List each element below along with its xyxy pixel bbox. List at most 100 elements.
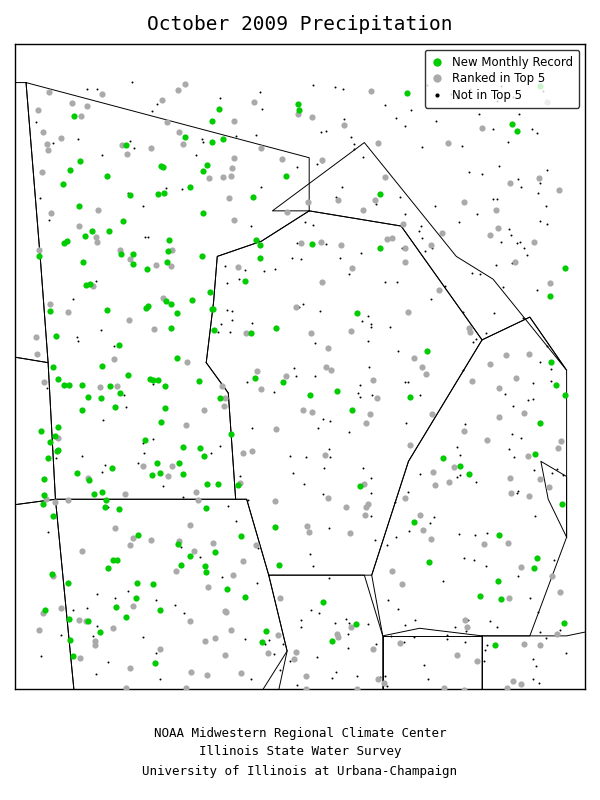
Point xyxy=(371,198,381,210)
Point xyxy=(474,724,484,737)
Point xyxy=(336,774,346,786)
Point xyxy=(516,431,526,444)
Point xyxy=(31,115,41,128)
Point xyxy=(128,600,137,613)
Point xyxy=(189,545,199,558)
Point xyxy=(428,768,437,781)
Point xyxy=(378,798,388,800)
Point xyxy=(233,478,242,491)
Point xyxy=(153,187,163,200)
Point xyxy=(160,401,169,414)
Point xyxy=(215,439,225,452)
Point xyxy=(101,786,111,799)
Point xyxy=(229,114,238,127)
Point xyxy=(287,251,296,264)
Point xyxy=(365,784,375,797)
Point xyxy=(92,230,101,243)
Point xyxy=(541,632,551,645)
Point xyxy=(435,685,445,698)
Point xyxy=(547,570,557,582)
Point xyxy=(125,134,135,147)
Point xyxy=(281,170,290,182)
Point xyxy=(460,551,469,564)
Point xyxy=(481,559,491,572)
Point xyxy=(66,787,76,800)
Point xyxy=(451,621,460,634)
Point xyxy=(221,605,230,618)
Point xyxy=(460,425,469,438)
Point xyxy=(300,216,310,229)
Point xyxy=(107,462,116,474)
Point xyxy=(547,362,556,375)
Point xyxy=(434,750,444,763)
Point xyxy=(532,551,542,564)
Point xyxy=(318,413,328,426)
Point xyxy=(293,160,302,173)
Point xyxy=(127,76,137,89)
Point xyxy=(356,479,365,492)
Point xyxy=(446,87,456,100)
Point xyxy=(171,786,181,798)
Point xyxy=(204,172,214,185)
Point xyxy=(359,798,369,800)
Point xyxy=(509,400,518,413)
Point xyxy=(201,566,211,578)
Point xyxy=(211,631,220,644)
Point xyxy=(257,383,266,396)
Point xyxy=(316,760,326,773)
Point xyxy=(332,666,341,678)
Point xyxy=(48,570,58,582)
Point xyxy=(283,206,292,218)
Point xyxy=(535,356,545,369)
Point xyxy=(299,478,309,490)
Point xyxy=(250,372,259,385)
Point xyxy=(431,745,441,758)
Point xyxy=(128,248,137,261)
Point xyxy=(367,689,376,702)
Point xyxy=(127,716,137,729)
Point xyxy=(155,466,164,479)
Point xyxy=(511,372,521,385)
Point xyxy=(45,305,55,318)
Point xyxy=(355,390,364,403)
Point xyxy=(82,279,91,292)
Point xyxy=(209,324,218,337)
Point xyxy=(251,234,261,247)
Point xyxy=(393,345,403,358)
Point xyxy=(359,478,369,490)
Point xyxy=(95,381,104,394)
Point xyxy=(380,99,389,112)
Point xyxy=(76,771,86,784)
Point xyxy=(227,314,237,327)
Point xyxy=(430,199,440,212)
Point xyxy=(91,667,101,680)
Point xyxy=(307,111,317,124)
Point xyxy=(317,785,327,798)
Point xyxy=(398,578,407,590)
Point xyxy=(147,469,157,482)
Point xyxy=(291,698,301,711)
Point xyxy=(482,326,491,339)
Point xyxy=(328,784,337,797)
Point xyxy=(455,469,464,482)
Point xyxy=(51,330,61,342)
Point xyxy=(112,554,121,566)
Point xyxy=(133,576,142,589)
Point xyxy=(227,162,237,174)
Point xyxy=(505,472,515,485)
Point xyxy=(128,531,137,544)
Point xyxy=(462,621,472,634)
Point xyxy=(41,492,50,505)
Point xyxy=(340,799,350,800)
Point xyxy=(464,614,473,626)
Point xyxy=(68,604,77,617)
Point xyxy=(58,691,67,704)
Point xyxy=(497,725,507,738)
Point xyxy=(344,617,353,630)
Point xyxy=(507,118,517,130)
Point xyxy=(337,181,347,194)
Point xyxy=(59,727,68,740)
Point xyxy=(458,363,468,376)
Point xyxy=(513,485,523,498)
Point xyxy=(434,745,443,758)
